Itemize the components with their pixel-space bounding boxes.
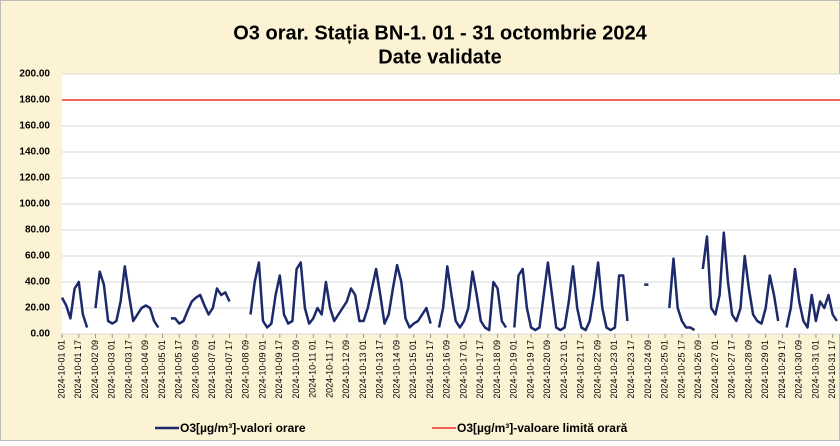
x-tick-label: 2024-10-03 01 xyxy=(107,340,117,399)
x-tick-label: 2024-10-16 09 xyxy=(442,340,452,399)
x-tick-label: 2024-10-26 09 xyxy=(693,340,703,399)
x-tick-label: 2024-10-17 17 xyxy=(475,340,485,399)
x-tick-label: 2024-10-24 09 xyxy=(643,340,653,399)
x-tick-label: 2024-10-12 09 xyxy=(341,340,351,399)
x-tick-label: 2024-10-31 01 xyxy=(810,340,820,399)
x-tick-label: 2024-10-02 09 xyxy=(90,340,100,399)
x-tick-label: 2024-10-07 01 xyxy=(207,340,217,399)
legend-label: O3[µg/m³]-valoare limită orară xyxy=(457,421,628,435)
chart-title: O3 orar. Stația BN-1. 01 - 31 octombrie … xyxy=(233,22,647,44)
x-tick-label: 2024-10-23 17 xyxy=(626,340,636,399)
x-tick-label: 2024-10-09 17 xyxy=(274,340,284,399)
x-tick-label: 2024-10-09 01 xyxy=(257,340,267,399)
x-tick-label: 2024-10-04 09 xyxy=(140,340,150,399)
y-tick-label: 40.00 xyxy=(25,277,50,288)
x-tick-label: 2024-10-25 01 xyxy=(660,340,670,399)
x-tick-label: 2024-10-14 09 xyxy=(391,340,401,399)
y-tick-label: 140.00 xyxy=(19,147,50,158)
x-tick-label: 2024-10-30 09 xyxy=(794,340,804,399)
x-tick-label: 2024-10-11 01 xyxy=(308,340,318,398)
x-tick-label: 2024-10-13 17 xyxy=(375,340,385,399)
x-tick-label: 2024-10-31 17 xyxy=(827,340,837,399)
x-tick-label: 2024-10-21 17 xyxy=(576,340,586,399)
x-tick-label: 2024-10-29 17 xyxy=(777,340,787,399)
x-tick-label: 2024-10-15 01 xyxy=(408,340,418,399)
x-tick-label: 2024-10-08 09 xyxy=(241,340,251,399)
x-tick-label: 2024-10-01 01 xyxy=(56,340,66,399)
x-tick-label: 2024-10-06 09 xyxy=(190,340,200,399)
x-tick-label: 2024-10-22 09 xyxy=(592,340,602,399)
y-tick-label: 60.00 xyxy=(25,251,50,262)
y-tick-label: 0.00 xyxy=(31,329,51,340)
x-tick-label: 2024-10-20 09 xyxy=(542,340,552,399)
x-tick-label: 2024-10-15 17 xyxy=(425,340,435,399)
legend-label: O3[µg/m³]-valori orare xyxy=(180,421,306,435)
y-tick-label: 200.00 xyxy=(19,69,50,80)
chart-subtitle: Date validate xyxy=(378,46,501,68)
x-tick-label: 2024-10-17 01 xyxy=(458,340,468,399)
y-tick-label: 20.00 xyxy=(25,303,50,314)
y-tick-label: 160.00 xyxy=(19,121,50,132)
y-tick-label: 180.00 xyxy=(19,95,50,106)
x-tick-label: 2024-10-27 17 xyxy=(727,340,737,399)
x-tick-label: 2024-10-07 17 xyxy=(224,340,234,399)
data-line xyxy=(60,231,838,332)
y-tick-label: 80.00 xyxy=(25,225,50,236)
x-tick-label: 2024-10-13 01 xyxy=(358,340,368,399)
x-tick-label: 2024-10-19 17 xyxy=(525,340,535,399)
x-tick-label: 2024-10-10 09 xyxy=(291,340,301,399)
x-tick-label: 2024-10-18 09 xyxy=(492,340,502,399)
x-tick-label: 2024-10-19 01 xyxy=(509,340,519,399)
y-tick-label: 100.00 xyxy=(19,199,50,210)
x-tick-label: 2024-10-05 17 xyxy=(174,340,184,399)
x-tick-label: 2024-10-05 01 xyxy=(157,340,167,399)
x-tick-label: 2024-10-29 01 xyxy=(760,340,770,399)
x-tick-label: 2024-10-21 01 xyxy=(559,340,569,399)
y-tick-label: 120.00 xyxy=(19,173,50,184)
x-tick-label: 2024-10-27 01 xyxy=(710,340,720,399)
x-tick-label: 2024-10-01 17 xyxy=(73,340,83,399)
x-tick-label: 2024-10-23 01 xyxy=(609,340,619,399)
x-tick-label: 2024-10-03 17 xyxy=(123,340,133,399)
x-tick-label: 2024-10-11 17 xyxy=(324,340,334,398)
x-tick-label: 2024-10-25 17 xyxy=(676,340,686,399)
x-tick-label: 2024-10-28 09 xyxy=(743,340,753,399)
